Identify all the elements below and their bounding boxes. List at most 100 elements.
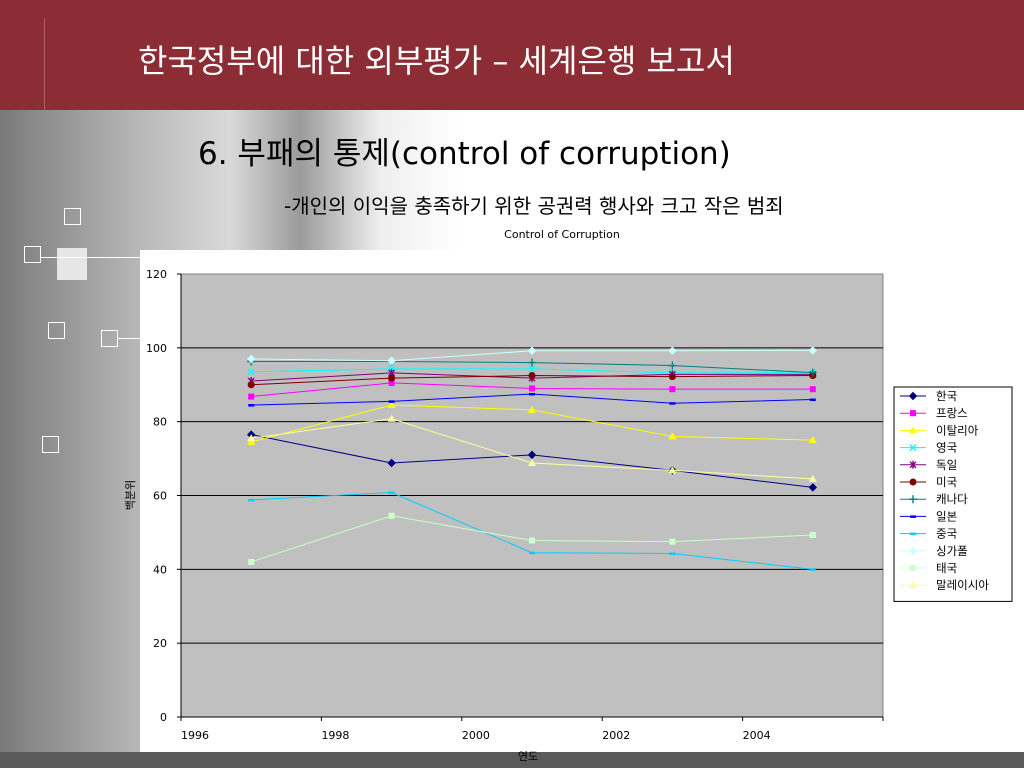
data-point-8-1 bbox=[388, 491, 395, 495]
x-tick-label: 1998 bbox=[321, 729, 349, 742]
deco-filled-square bbox=[57, 248, 87, 280]
legend-label: 싱가폴 bbox=[936, 544, 968, 558]
legend-label: 미국 bbox=[936, 475, 957, 489]
data-point-5-3 bbox=[668, 373, 676, 381]
legend-marker-6-stroke bbox=[909, 495, 917, 504]
data-point-8-4 bbox=[809, 568, 816, 571]
data-point-7-3 bbox=[669, 402, 676, 405]
legend-marker-5 bbox=[909, 478, 917, 486]
data-point-0-1 bbox=[387, 458, 396, 468]
data-point-1-4 bbox=[809, 386, 816, 393]
legend-marker-11 bbox=[909, 581, 917, 589]
legend-marker-2 bbox=[909, 426, 917, 434]
data-point-9-3 bbox=[668, 346, 677, 355]
data-point-2-1 bbox=[387, 401, 396, 409]
legend-label: 한국 bbox=[936, 389, 957, 403]
legend-label: 영국 bbox=[936, 441, 957, 455]
data-point-8-0 bbox=[248, 498, 255, 502]
legend-marker-4 bbox=[909, 460, 917, 469]
data-point-6-3 bbox=[668, 361, 677, 370]
data-point-2-4 bbox=[808, 436, 817, 444]
data-point-6-3-stroke bbox=[668, 361, 677, 370]
data-point-1-3 bbox=[669, 386, 676, 393]
data-point-11-1 bbox=[387, 414, 396, 422]
legend-marker-3 bbox=[909, 444, 917, 452]
data-point-7-4 bbox=[809, 398, 816, 402]
data-point-11-0 bbox=[247, 434, 256, 442]
data-point-5-2 bbox=[528, 372, 536, 380]
data-point-11-2 bbox=[528, 459, 536, 467]
data-point-8-2 bbox=[529, 551, 535, 555]
legend-marker-8 bbox=[910, 532, 916, 536]
data-point-10-2 bbox=[529, 537, 535, 544]
data-point-1-0 bbox=[248, 393, 255, 400]
data-point-11-4 bbox=[808, 474, 817, 482]
x-tick-label: 2004 bbox=[743, 729, 771, 742]
data-point-10-1 bbox=[388, 512, 395, 519]
data-point-7-2 bbox=[529, 392, 535, 396]
x-tick-label: 2000 bbox=[462, 729, 490, 742]
legend-marker-4-stroke bbox=[909, 460, 917, 469]
y-tick-label: 20 bbox=[153, 637, 167, 650]
data-point-6-4 bbox=[808, 368, 817, 377]
data-point-10-0 bbox=[248, 558, 255, 565]
legend-label: 일본 bbox=[936, 509, 957, 523]
data-point-3-2 bbox=[528, 365, 536, 373]
data-point-10-3 bbox=[669, 538, 676, 545]
y-tick-label: 100 bbox=[146, 342, 167, 355]
data-point-8-3 bbox=[669, 552, 676, 555]
data-point-10-4 bbox=[809, 532, 816, 539]
data-point-2-2 bbox=[528, 405, 536, 413]
legend-marker-0 bbox=[908, 391, 918, 401]
data-point-9-4 bbox=[808, 346, 818, 355]
legend-label: 말레이시아 bbox=[936, 578, 989, 592]
slide-title: 한국정부에 대한 외부평가 – 세계은행 보고서 bbox=[138, 42, 735, 80]
deco-square bbox=[64, 208, 81, 225]
data-point-9-1 bbox=[387, 356, 396, 365]
section-heading: 6. 부패의 통제(control of corruption) bbox=[198, 136, 731, 172]
x-axis-label: 연도 bbox=[518, 750, 538, 763]
legend-label: 프랑스 bbox=[936, 406, 968, 420]
data-point-11-3 bbox=[668, 466, 677, 474]
chart-title: Control of Corruption bbox=[504, 228, 620, 241]
legend-marker-6 bbox=[909, 495, 917, 504]
data-point-1-1 bbox=[388, 379, 395, 386]
data-point-0-4 bbox=[808, 483, 818, 492]
data-point-3-0 bbox=[247, 368, 255, 376]
data-point-7-0 bbox=[248, 404, 255, 407]
legend-marker-10 bbox=[910, 565, 916, 571]
data-point-9-2 bbox=[527, 346, 537, 355]
x-tick-label: 2002 bbox=[602, 729, 630, 742]
data-point-3-0-stroke bbox=[247, 368, 255, 376]
data-point-6-4-stroke bbox=[808, 368, 817, 377]
deco-square bbox=[42, 436, 59, 453]
y-tick-label: 120 bbox=[146, 268, 167, 281]
data-point-5-1 bbox=[388, 374, 396, 382]
deco-square bbox=[101, 330, 118, 347]
deco-line bbox=[40, 257, 140, 258]
header-divider bbox=[44, 18, 45, 110]
y-tick-label: 80 bbox=[153, 416, 167, 429]
data-point-7-1 bbox=[388, 400, 395, 403]
x-tick-label: 1996 bbox=[181, 729, 209, 742]
legend-label: 이탈리아 bbox=[936, 423, 979, 437]
legend-label: 태국 bbox=[936, 561, 957, 575]
y-tick-label: 40 bbox=[153, 563, 167, 576]
legend-marker-7 bbox=[910, 515, 916, 518]
y-axis-label: 백분위 bbox=[124, 480, 137, 510]
legend-marker-9 bbox=[908, 546, 918, 556]
y-tick-label: 60 bbox=[153, 490, 167, 503]
legend-marker-1 bbox=[910, 410, 916, 417]
legend-label: 독일 bbox=[936, 458, 957, 472]
data-point-6-2-stroke bbox=[528, 358, 536, 367]
data-point-2-0 bbox=[247, 437, 256, 445]
slide-header: 한국정부에 대한 외부평가 – 세계은행 보고서 bbox=[0, 0, 1024, 110]
deco-square bbox=[24, 246, 41, 263]
data-point-9-0 bbox=[246, 354, 256, 364]
data-point-6-2 bbox=[528, 358, 536, 367]
y-tick-label: 0 bbox=[160, 711, 167, 724]
legend-marker-3-stroke bbox=[909, 444, 917, 452]
legend-label: 중국 bbox=[936, 527, 957, 541]
deco-square bbox=[48, 322, 65, 339]
